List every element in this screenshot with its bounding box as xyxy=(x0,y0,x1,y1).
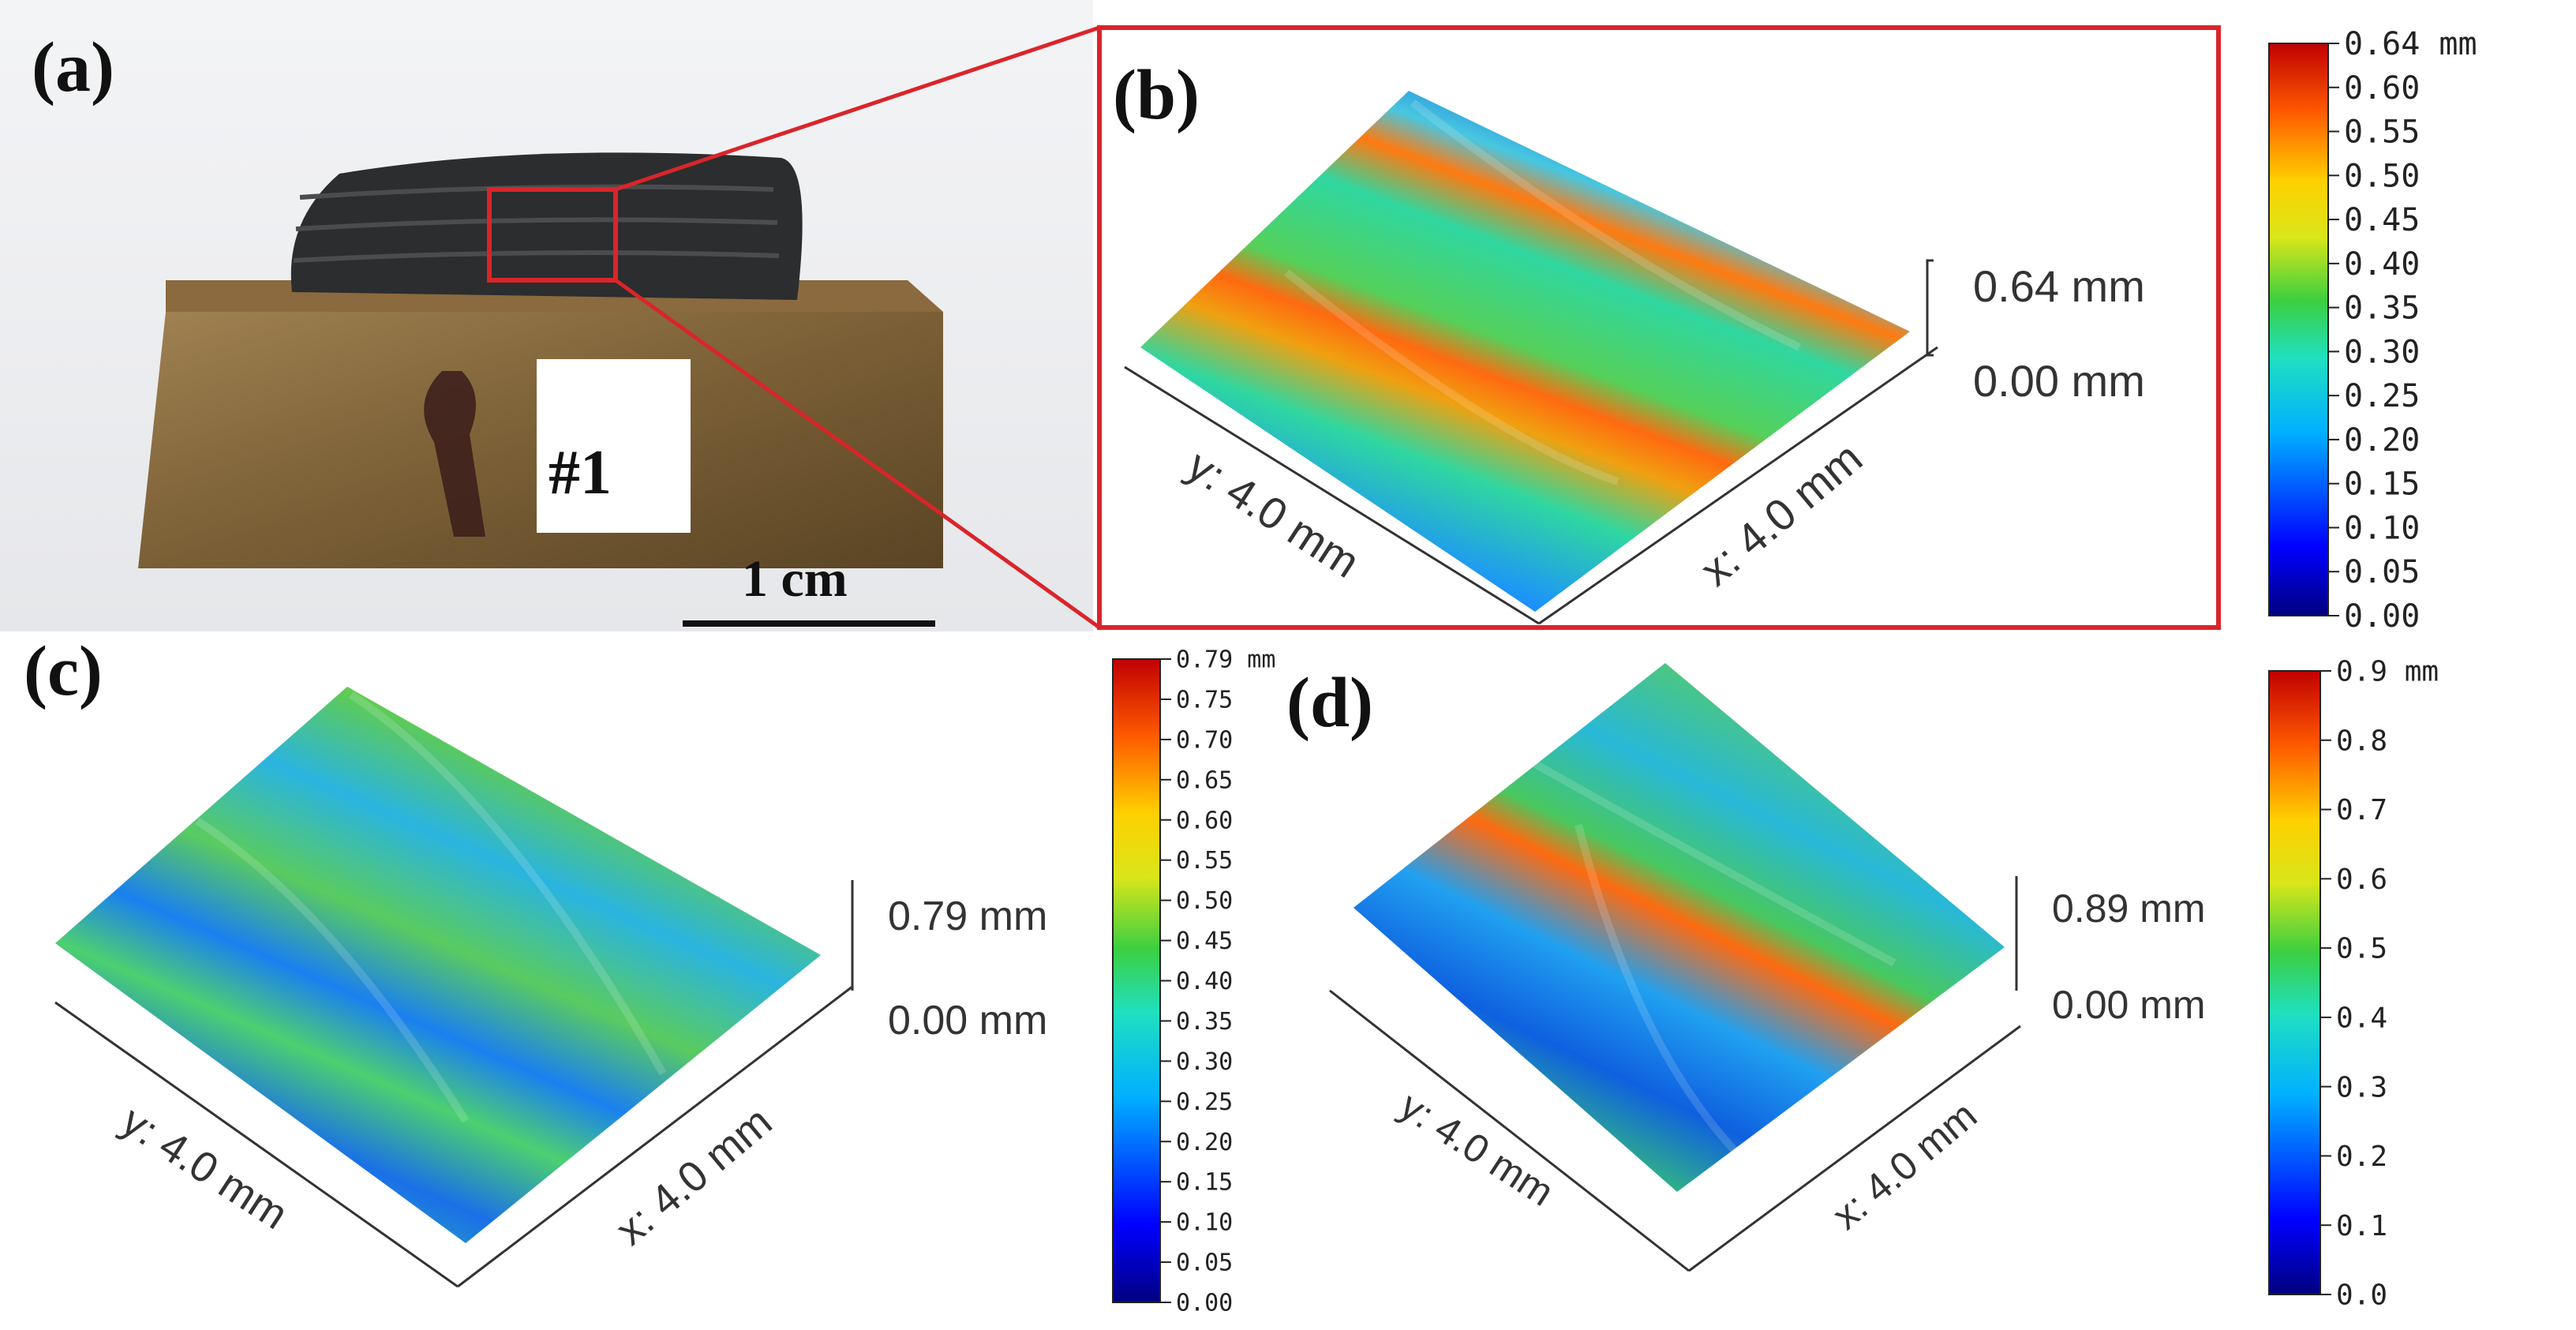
z-top-d: 0.89 mm xyxy=(2052,886,2206,931)
colorbar-tick-label: 0.25 xyxy=(1176,1088,1233,1116)
colorbar-tick-label: 0.05 xyxy=(2344,554,2420,590)
colorbar-tick-label: 0.64 mm xyxy=(2344,26,2477,62)
zoom-line-bottom xyxy=(614,278,1101,630)
colorbar-tick-label: 0.10 xyxy=(2344,510,2420,546)
axis-y-label-c: y: 4.0 mm xyxy=(113,1097,295,1238)
colorbar-tick-label: 0.10 xyxy=(1176,1209,1233,1237)
colorbar-tick-label: 0.35 xyxy=(1176,1008,1233,1036)
scalebar-label: 1 cm xyxy=(742,550,848,608)
axis-x-line-c xyxy=(457,985,853,1288)
zoom-line-top xyxy=(615,25,1100,192)
z-bottom-d: 0.00 mm xyxy=(2052,983,2206,1027)
colorbar-tick-label: 0.40 xyxy=(2344,246,2420,283)
colorbar-tick-label: 0.25 xyxy=(2344,378,2420,414)
sample-tag: #1 xyxy=(549,438,612,508)
surface-b xyxy=(1140,91,1910,612)
colorbar-b xyxy=(2268,43,2329,616)
panel-label-a: (a) xyxy=(32,28,114,107)
colorbar-tick-label: 0.3 xyxy=(2336,1071,2387,1103)
axis-y-line-c xyxy=(54,1001,459,1288)
panel-label-c: (c) xyxy=(24,632,103,710)
colorbar-tick-label: 0.60 xyxy=(1176,807,1233,834)
colorbar-tick-label: 0.20 xyxy=(1176,1129,1233,1156)
colorbar-ticks-c: 0.79 mm 0.75 0.70 0.65 0.60 0.55 0.50 0.45 0.40 0… xyxy=(1160,646,1275,1317)
panel-c: 0.79 mm 0.75 0.70 0.65 0.60 0.55 0.50 0.45 0.40 0… xyxy=(54,646,1275,1317)
panel-a xyxy=(0,0,1093,631)
colorbar-ticks-b: 0.64 mm 0.60 0.55 0.50 0.45 0.40 0.35 0.30 0.25 0… xyxy=(2328,26,2477,635)
colorbar-tick-label: 0.50 xyxy=(1176,887,1233,915)
colorbar-tick-label: 0.2 xyxy=(2336,1141,2387,1173)
panel-d: 0.9 mm 0.8 0.7 0.6 0.5 0.4 0.3 0.2 0.1 0.0 xyxy=(1329,656,2439,1312)
colorbar-tick-label: 0.0 xyxy=(2336,1279,2387,1312)
z-top-c: 0.79 mm xyxy=(888,894,1047,939)
z-bottom-b: 0.00 mm xyxy=(1973,356,2145,406)
colorbar-tick-label: 0.15 xyxy=(2344,466,2420,503)
z-scale-b xyxy=(1926,259,1934,357)
colorbar-tick-label: 0.05 xyxy=(1176,1249,1233,1277)
colorbar-tick-label: 0.60 xyxy=(2344,70,2420,107)
colorbar-tick-label: 0.30 xyxy=(1176,1048,1233,1076)
colorbar-tick-label: 0.15 xyxy=(1176,1169,1233,1197)
colorbar-tick-label: 0.55 xyxy=(1176,847,1233,875)
colorbar-tick-label: 0.1 xyxy=(2336,1210,2387,1242)
colorbar-tick-label: 0.7 xyxy=(2336,794,2387,826)
colorbar-tick-label: 0.9 mm xyxy=(2336,656,2439,688)
axis-x-label-d: x: 4.0 mm xyxy=(1824,1092,1985,1238)
surface-d xyxy=(1354,663,2005,1192)
colorbar-ticks-d: 0.9 mm 0.8 0.7 0.6 0.5 0.4 0.3 0.2 0.1 0.0 xyxy=(2320,656,2439,1312)
panel-label-d: (d) xyxy=(1286,664,1373,742)
colorbar-c xyxy=(1112,658,1161,1303)
colorbar-tick-label: 0.50 xyxy=(2344,158,2420,194)
z-bottom-c: 0.00 mm xyxy=(888,998,1047,1043)
colorbar-tick-label: 0.45 xyxy=(2344,202,2420,238)
colorbar-tick-label: 0.65 xyxy=(1176,766,1233,794)
colorbar-d xyxy=(2268,670,2321,1295)
colorbar-tick-label: 0.00 xyxy=(2344,598,2420,635)
axis-y-line-b xyxy=(1124,365,1540,625)
colorbar-tick-label: 0.75 xyxy=(1176,686,1233,714)
colorbar-tick-label: 0.20 xyxy=(2344,422,2420,459)
axis-x-label-c: x: 4.0 mm xyxy=(607,1098,781,1254)
axis-x-line-d xyxy=(1688,1025,2021,1272)
colorbar-tick-label: 0.6 xyxy=(2336,864,2387,896)
axis-x-line-b xyxy=(1538,346,1938,625)
colorbar-tick-label: 0.35 xyxy=(2344,290,2420,327)
marker-ink xyxy=(424,371,485,537)
colorbar-tick-label: 0.45 xyxy=(1176,927,1233,955)
axis-y-label-d: y: 4.0 mm xyxy=(1392,1083,1562,1215)
colorbar-tick-label: 0.40 xyxy=(1176,968,1233,995)
sample-tag-box xyxy=(537,359,691,533)
colorbar-tick-label: 0.00 xyxy=(1176,1290,1233,1317)
colorbar-tick-label: 0.70 xyxy=(1176,726,1233,754)
axis-y-line-d xyxy=(1329,989,1690,1272)
panel-label-b: (b) xyxy=(1113,56,1200,134)
panel-b: 0.64 mm 0.60 0.55 0.50 0.45 0.40 0.35 0.30 0.25 0… xyxy=(1097,25,2477,635)
z-top-b: 0.64 mm xyxy=(1973,261,2145,311)
colorbar-tick-label: 0.4 xyxy=(2336,1002,2387,1034)
colorbar-tick-label: 0.8 xyxy=(2336,725,2387,757)
zoom-region-box xyxy=(487,187,618,283)
colorbar-tick-label: 0.79 mm xyxy=(1176,646,1275,674)
surface-c xyxy=(55,687,821,1243)
colorbar-tick-label: 0.5 xyxy=(2336,933,2387,965)
colorbar-tick-label: 0.30 xyxy=(2344,334,2420,370)
colorbar-tick-label: 0.55 xyxy=(2344,114,2420,151)
